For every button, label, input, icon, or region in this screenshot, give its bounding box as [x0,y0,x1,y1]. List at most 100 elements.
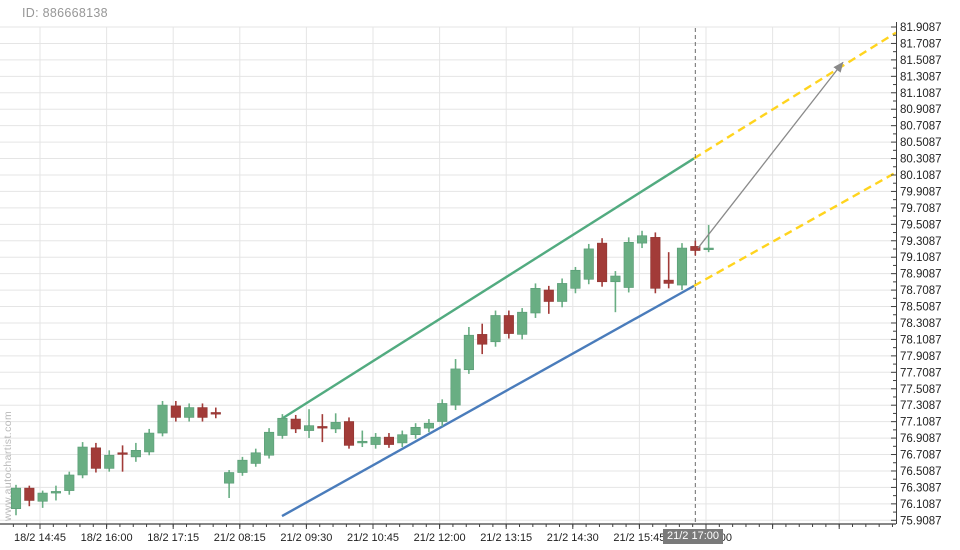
y-axis-tick-label: 76.1087 [900,499,942,511]
candle-body [343,421,355,446]
candle-body [703,247,714,250]
grid [0,26,896,524]
candle-body [104,454,115,469]
x-axis-tick-label: 18/2 16:00 [81,532,133,544]
y-axis-tick-label: 77.7087 [900,367,942,379]
trend-channel-lower-line [281,284,695,518]
y-axis-tick-label: 81.1087 [900,88,942,100]
y-axis-tick-label: 76.3087 [900,482,942,494]
x-axis-tick-label: 21/2 13:15 [480,532,532,544]
candle-body [170,405,181,418]
candle-body [130,450,141,458]
candle-body [37,492,48,502]
y-axis-tick-label: 79.1087 [900,252,942,264]
projection-upper-dashed-line [693,31,897,160]
trend-channel-upper-line [279,157,695,421]
candle-body [77,446,88,476]
y-axis-tick-label: 81.5087 [900,55,942,67]
candle-body [290,418,301,430]
x-axis-tick-label: 21/2 14:30 [547,532,599,544]
candle-body [463,334,474,371]
x-axis: 18/2 14:45 18/2 16:00 18/2 17:15 21/2 08:15… [12,524,893,544]
y-axis-tick-label: 77.9087 [900,351,942,363]
candle-body [543,289,554,302]
y-axis-tick-label: 79.7087 [900,203,942,215]
candle-body [610,275,621,283]
candle-body [144,432,155,453]
candle-body [50,491,62,494]
pattern-id-label: ID: 886668138 [22,6,108,20]
candle-body [330,422,341,430]
candle-body [410,426,421,435]
watermark: www.autochartist.com [2,410,14,521]
candle-body [437,403,448,422]
y-axis-tick-label: 79.9087 [900,186,942,198]
candle-body [370,436,381,445]
y-axis-tick-label: 78.3087 [900,318,942,330]
candle-body [10,487,22,509]
candle-body [24,487,35,501]
candle-body [210,412,221,415]
candle-body [530,288,541,314]
y-axis: 81.9087 81.7087 81.5087 81.3087 81.1087 80.90… [891,22,942,527]
candle-body [517,311,528,335]
candle-body [490,315,501,343]
x-axis-tick-label: 21/2 12:00 [414,532,466,544]
candle-body [423,422,434,429]
candle-body [557,283,568,302]
x-axis-tick-label: 21/2 09:30 [280,532,332,544]
candle-body [477,334,488,345]
candle-body [90,447,101,469]
candle-body [503,315,514,334]
candle-body [317,426,328,429]
y-axis-tick-label: 77.5087 [900,384,942,396]
candle-body [450,368,461,406]
y-axis-tick-label: 76.5087 [900,466,942,478]
candle-body [157,404,168,434]
candle-body [303,425,315,431]
candle-body [237,459,248,473]
y-axis-tick-label: 81.3087 [900,71,942,83]
candle-body [357,440,368,444]
y-axis-tick-label: 78.7087 [900,285,942,297]
candle-body [676,247,688,286]
y-axis-tick-label: 81.7087 [900,38,942,50]
x-axis-tick-label: 21/2 10:45 [347,532,399,544]
y-axis-tick-label: 79.5087 [900,219,942,231]
y-axis-tick-label: 79.3087 [900,236,942,248]
candle-body [277,417,288,436]
candle-body [250,452,261,464]
y-axis-tick-label: 78.9087 [900,269,942,281]
candle-body [690,246,701,251]
y-axis-tick-label: 81.9087 [900,22,942,34]
x-axis-tick-label: 21/2 15:45 [613,532,665,544]
y-axis-tick-label: 77.3087 [900,400,942,412]
candle-body [663,279,674,284]
x-axis-tick-label: 21/2 08:15 [214,532,266,544]
axes [0,22,897,525]
candle-body [264,431,275,456]
candle-body [64,474,75,491]
candle-body [224,472,235,484]
crosshair-time-badge: 21/2 17:00 [663,529,723,544]
y-axis-tick-label: 76.9087 [900,433,942,445]
candle-body [636,235,648,244]
y-axis-tick-label: 78.1087 [900,334,942,346]
candle-body [197,407,208,418]
projection-lower-dashed-line [693,171,897,287]
candles-group [10,225,714,516]
y-axis-tick-label: 80.5087 [900,137,942,149]
candle-body [184,407,195,418]
y-axis-tick-label: 80.3087 [900,154,942,166]
x-axis-tick-label: 18/2 17:15 [147,532,199,544]
candle-body [583,248,594,280]
candle-body [597,242,608,283]
candle-body [117,452,128,455]
candle-body [383,436,395,445]
x-axis-tick-label: 18/2 14:45 [14,532,66,544]
y-axis-tick-label: 78.5087 [900,302,942,314]
candle-body [397,434,408,444]
y-axis-tick-label: 77.1087 [900,417,942,429]
